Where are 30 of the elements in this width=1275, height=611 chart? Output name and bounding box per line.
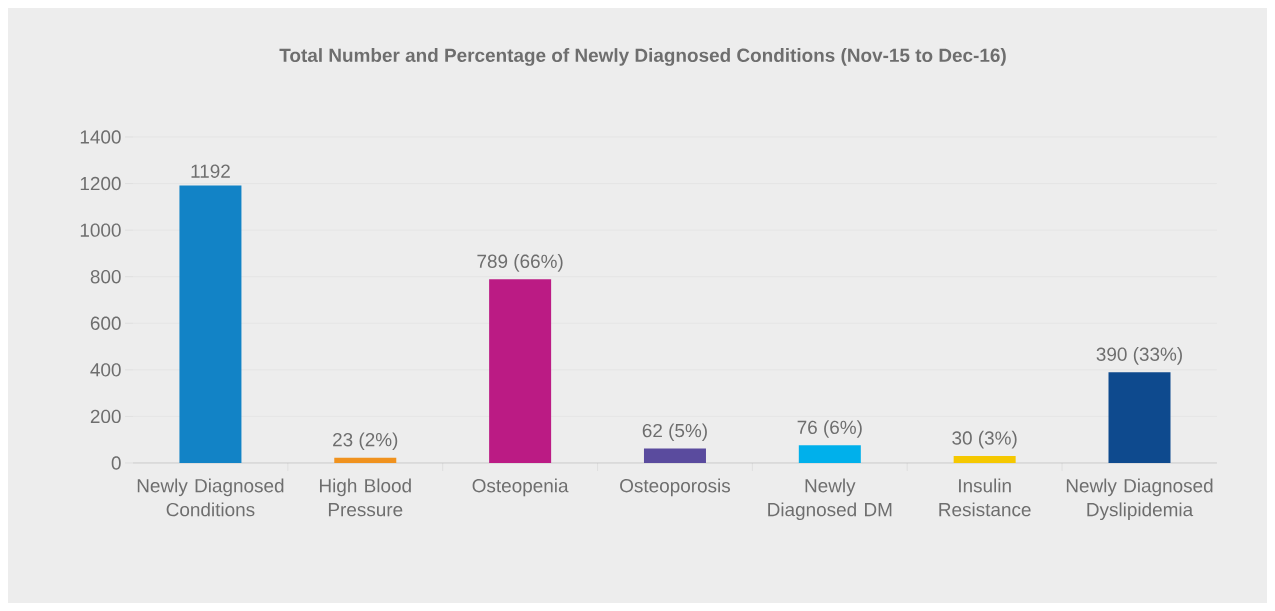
x-tick-label: Newly Diagnosed Conditions [137,478,284,517]
bar [179,185,242,463]
data-label: 62 (5%) [642,423,707,442]
y-tick-label: 1000 [80,223,121,237]
data-label: 76 (6%) [797,420,862,438]
bar [643,448,706,463]
data-label: 23 (2%) [333,432,398,451]
y-tick-label: 600 [90,316,121,330]
y-tick-label: 0 [111,456,121,470]
data-label: 1192 [191,164,230,178]
x-tick-label: High Blood Pressure [320,478,411,517]
bar [334,457,397,463]
bar [953,456,1016,463]
x-tick-label: Osteopenia [472,478,569,497]
x-tick-label: Osteoporosis [620,478,731,497]
data-label: 30 (3%) [952,430,1017,449]
data-label: 789 (66%) [477,254,563,272]
y-tick-label: 1400 [80,130,121,144]
y-tick-label: 1200 [80,176,121,191]
bar [798,445,861,463]
x-tick-label: Insulin Resistance [939,478,1031,517]
bar [1108,372,1171,463]
chart-title: Total Number and Percentage of Newly Diagnosed Conditions (Nov-15 to Dec-16) [279,48,1006,66]
y-tick-label: 200 [90,409,121,424]
data-label: 390 (33%) [1096,347,1182,365]
x-tick-label: Newly Diagnosed Dyslipidemia [1066,478,1213,521]
y-tick-label: 800 [90,270,121,284]
y-tick-label: 400 [90,363,121,377]
bar [489,279,552,463]
x-tick-label: Newly Diagnosed DM [768,478,892,521]
